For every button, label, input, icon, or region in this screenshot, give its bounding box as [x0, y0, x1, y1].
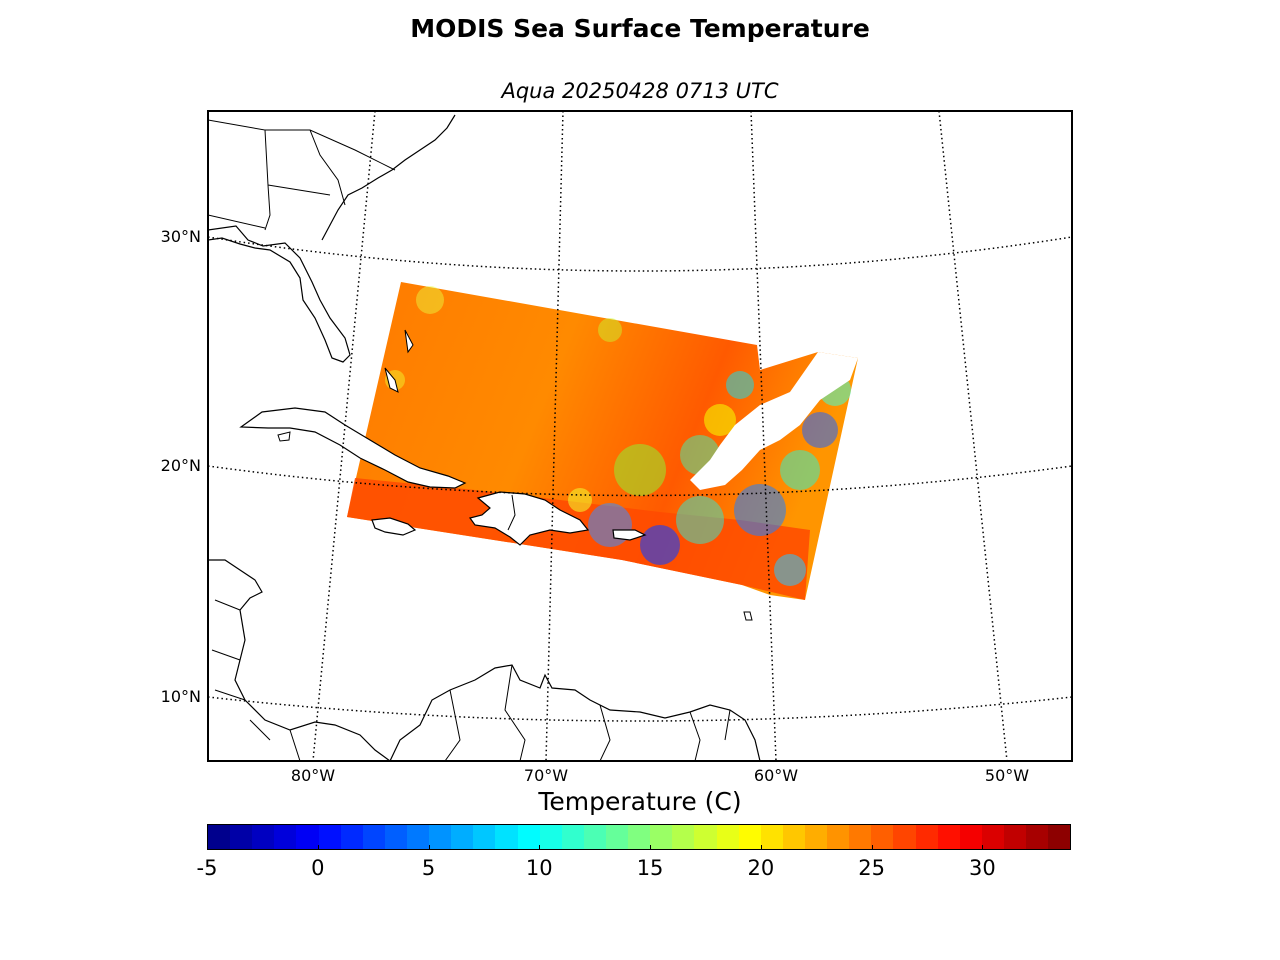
- colorbar-segment: [296, 825, 319, 849]
- colorbar-tick-label: 10: [525, 856, 553, 880]
- colorbar-segment: [473, 825, 496, 849]
- isla-juventud: [277, 431, 291, 442]
- colorbar-segment: [252, 825, 275, 849]
- colorbar-segment: [871, 825, 894, 849]
- colorbar-tick-mark: [539, 845, 541, 850]
- colorbar-tick-mark: [428, 845, 430, 850]
- haiti-dr-border: [507, 494, 516, 531]
- colorbar-segment: [429, 825, 452, 849]
- colorbar-tick-label: 20: [747, 856, 775, 880]
- lon-label-60: 60°W: [753, 766, 799, 785]
- colorbar-segment: [981, 825, 1004, 849]
- central-america: [208, 559, 392, 761]
- graticule-lon-50: [938, 111, 1008, 761]
- colorbar-segment: [760, 825, 783, 849]
- colorbar-segment: [583, 825, 606, 849]
- hispaniola: [468, 491, 590, 546]
- us-state-lines: [208, 119, 396, 231]
- lat-label-30: 30°N: [160, 227, 201, 246]
- lat-label-20: 20°N: [160, 456, 201, 475]
- colorbar-segment: [782, 825, 805, 849]
- florida-coast: [208, 225, 351, 363]
- lat-label-10: 10°N: [160, 687, 201, 706]
- central-america-borders: [211, 599, 301, 761]
- colorbar-tick-label: -5: [196, 856, 218, 880]
- sst-cloud-gap: [690, 352, 858, 490]
- colorbar-title: Temperature (C): [538, 787, 742, 816]
- colorbar-segment: [274, 825, 297, 849]
- sst-warm-band: [347, 478, 810, 600]
- graticule-lon-60: [750, 111, 777, 761]
- colorbar-segment: [849, 825, 872, 849]
- colorbar-tick-label: 0: [311, 856, 325, 880]
- colorbar-tick-mark: [650, 845, 652, 850]
- lon-label-80: 80°W: [290, 766, 336, 785]
- colorbar-tick-mark: [871, 845, 873, 850]
- south-america: [389, 664, 761, 761]
- cuba: [239, 407, 467, 489]
- colorbar-tick-mark: [207, 845, 208, 850]
- sst-cloud-speckle: [385, 286, 851, 586]
- colorbar-tick-label: 25: [858, 856, 885, 880]
- colorbar-segment: [716, 825, 739, 849]
- colorbar-segment: [561, 825, 584, 849]
- colorbar-segment: [539, 825, 562, 849]
- colorbar-segment: [318, 825, 341, 849]
- lon-label-50: 50°W: [984, 766, 1030, 785]
- colorbar-segment: [959, 825, 982, 849]
- graticule-lat-10: [208, 696, 1072, 722]
- map-frame: [207, 110, 1073, 762]
- barbados: [743, 611, 753, 621]
- colorbar-tick-mark: [317, 845, 319, 850]
- graticule-lon-70: [545, 111, 564, 761]
- colorbar-segment: [738, 825, 761, 849]
- graticule-lat-20: [208, 465, 1072, 497]
- map-title: MODIS Sea Surface Temperature: [410, 14, 870, 43]
- colorbar-segment: [937, 825, 960, 849]
- bahamas: [384, 329, 414, 393]
- colorbar-tick-mark: [982, 845, 984, 850]
- jamaica: [371, 517, 417, 536]
- colorbar-segment: [605, 825, 629, 849]
- colorbar-segment: [1026, 825, 1049, 849]
- colorbar-segment: [1048, 825, 1070, 849]
- colorbar-tick-mark: [760, 845, 762, 850]
- colorbar-segment: [1003, 825, 1027, 849]
- colorbar-tick-label: 15: [636, 856, 664, 880]
- lon-label-70: 70°W: [523, 766, 569, 785]
- colorbar-segment: [230, 825, 253, 849]
- colorbar-segment: [694, 825, 717, 849]
- colorbar-segment: [628, 825, 651, 849]
- puerto-rico: [612, 529, 647, 541]
- colorbar-segment: [208, 825, 231, 849]
- colorbar-tick-label: 30: [969, 856, 996, 880]
- colorbar: [207, 824, 1071, 850]
- colorbar-segment: [406, 825, 430, 849]
- south-america-borders: [444, 664, 731, 761]
- colorbar-segment: [362, 825, 385, 849]
- colorbar-segment: [893, 825, 916, 849]
- colorbar-segment: [340, 825, 363, 849]
- graticule-lat-30: [208, 236, 1072, 272]
- colorbar-segment: [495, 825, 518, 849]
- colorbar-segment: [384, 825, 407, 849]
- colorbar-segment: [915, 825, 938, 849]
- colorbar-tick-label: 5: [421, 856, 436, 880]
- us-east-coast: [321, 114, 456, 241]
- map-subtitle: Aqua 20250428 0713 UTC: [501, 79, 779, 103]
- colorbar-segment: [672, 825, 695, 849]
- graticule-lon-80: [312, 111, 376, 761]
- colorbar-segment: [827, 825, 850, 849]
- colorbar-segment: [451, 825, 474, 849]
- colorbar-segment: [804, 825, 828, 849]
- colorbar-segment: [517, 825, 540, 849]
- colorbar-segment: [650, 825, 673, 849]
